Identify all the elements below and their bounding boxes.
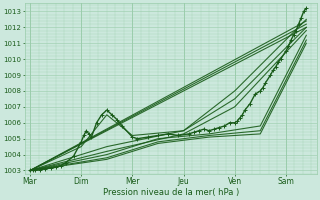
- X-axis label: Pression niveau de la mer( hPa ): Pression niveau de la mer( hPa ): [103, 188, 239, 197]
